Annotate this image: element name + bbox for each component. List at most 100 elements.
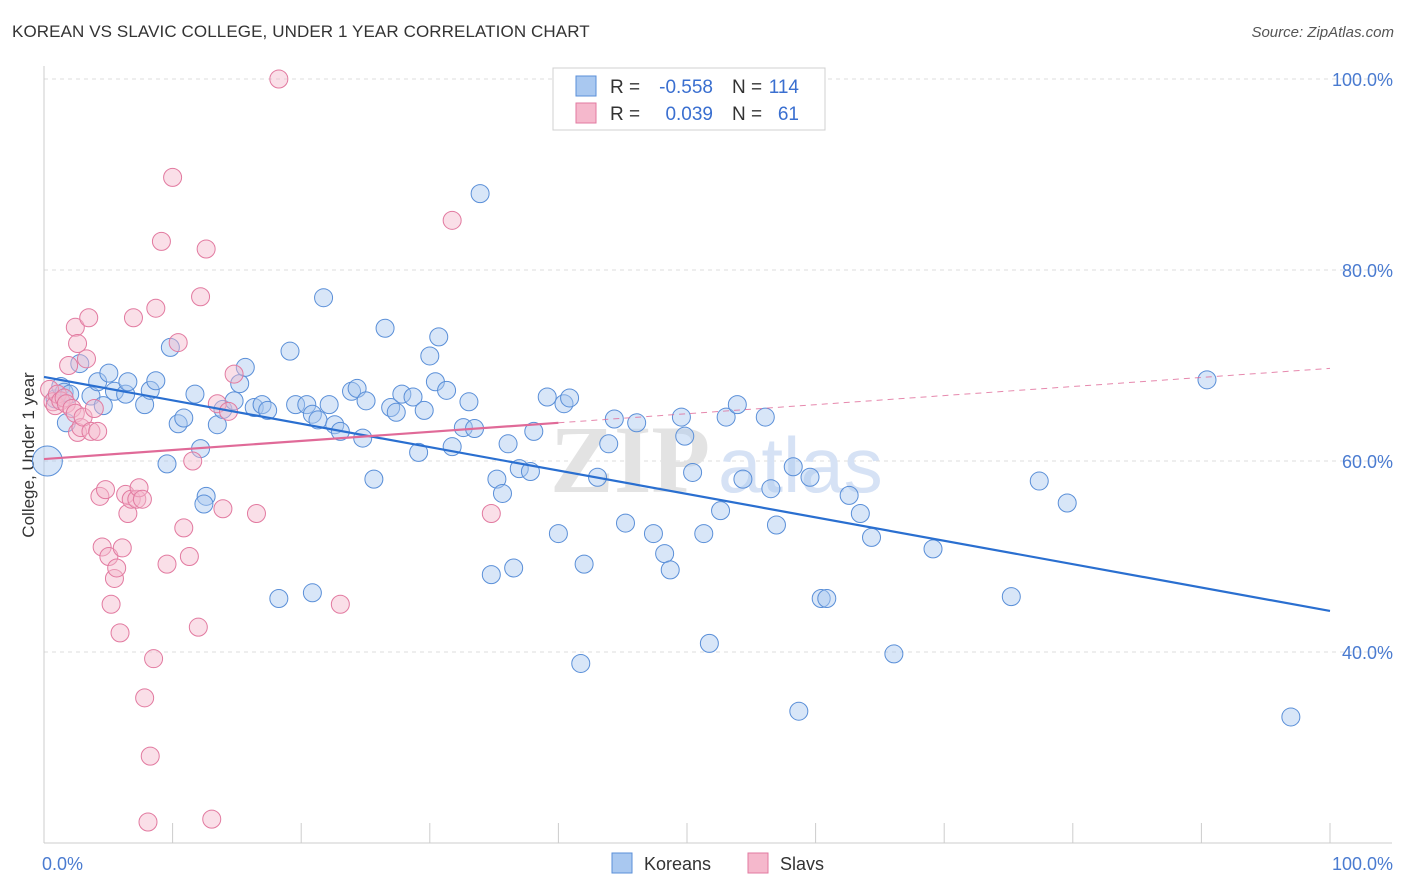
slav-point <box>132 489 152 509</box>
slav-point <box>157 554 177 574</box>
trend-lines <box>43 367 1331 613</box>
y-axis-title: College, Under 1 year <box>19 372 38 538</box>
slav-point <box>168 333 188 353</box>
x-tick-label-max: 100.0% <box>1332 854 1393 874</box>
korean-point <box>733 469 753 489</box>
slav-point <box>81 421 101 441</box>
korean-point <box>599 434 619 454</box>
watermark: ZIP atlas <box>550 406 883 513</box>
y-tick-label-40: 40.0% <box>1342 643 1393 663</box>
legend-box <box>552 67 826 131</box>
korean-point <box>524 421 544 441</box>
korean-point <box>699 633 719 653</box>
korean-point <box>492 483 512 503</box>
korean-point <box>923 539 943 559</box>
slav-point <box>123 308 143 328</box>
korean-point <box>429 327 449 347</box>
korean-point <box>280 341 300 361</box>
slav-point <box>188 617 208 637</box>
korean-point <box>319 395 339 415</box>
korean-point <box>99 363 119 383</box>
korean-point <box>1001 587 1021 607</box>
korean-point <box>297 395 317 415</box>
legend-n-label-1: N = <box>732 77 762 98</box>
slav-point <box>129 478 149 498</box>
korean-point <box>392 384 412 404</box>
series-legend: Koreans Slavs <box>611 852 824 874</box>
legend-r-label-2: R = <box>610 104 640 125</box>
slav-point <box>481 504 501 524</box>
koreans-swatch <box>575 75 597 97</box>
axes <box>43 66 1392 844</box>
slav-point <box>174 518 194 538</box>
korean-point <box>235 357 255 377</box>
slav-point <box>51 391 71 411</box>
slav-point <box>246 504 266 524</box>
slav-point <box>330 594 350 614</box>
koreans-points <box>31 184 1301 727</box>
korean-point <box>862 527 882 547</box>
korean-point <box>31 445 63 477</box>
korean-point <box>574 554 594 574</box>
korean-point <box>660 560 680 580</box>
korean-point <box>364 469 384 489</box>
korean-point <box>671 407 691 427</box>
slav-point <box>151 231 171 251</box>
slavs-swatch <box>575 102 597 124</box>
slav-point <box>110 623 130 643</box>
korean-point <box>755 407 775 427</box>
korean-point <box>498 434 518 454</box>
korean-point <box>118 372 138 392</box>
korean-point <box>1029 471 1049 491</box>
korean-point <box>375 318 395 338</box>
korean-point <box>414 400 434 420</box>
slav-point <box>99 547 119 566</box>
korean-point <box>342 381 362 401</box>
korean-point <box>675 426 695 446</box>
korean-point <box>655 544 675 564</box>
slav-point <box>140 746 160 766</box>
koreans-trend-line <box>43 375 1331 613</box>
grid-lines <box>44 78 1392 653</box>
korean-point <box>252 395 272 415</box>
korean-point <box>386 402 406 422</box>
slav-point <box>183 451 203 471</box>
korean-point <box>302 404 322 424</box>
korean-point <box>420 346 440 366</box>
korean-point <box>789 701 809 721</box>
korean-point <box>185 384 205 404</box>
korean-point <box>627 413 647 433</box>
korean-point <box>403 387 423 407</box>
legend-n-value-2: 61 <box>778 104 799 125</box>
korean-point <box>548 524 568 544</box>
slav-point <box>101 594 121 614</box>
korean-point <box>727 395 747 415</box>
korean-point <box>839 485 859 505</box>
korean-point <box>850 504 870 524</box>
x-tick-label-min: 0.0% <box>42 854 83 874</box>
korean-point <box>761 479 781 499</box>
slav-point <box>138 812 158 832</box>
slav-point <box>59 356 79 375</box>
korean-point <box>1197 370 1217 390</box>
slav-point <box>442 210 462 230</box>
slav-point <box>68 334 88 354</box>
korean-point <box>615 513 635 533</box>
slavs-points <box>40 69 501 832</box>
slav-point <box>179 547 199 566</box>
korean-point <box>194 494 214 514</box>
korean-point <box>314 288 334 308</box>
slav-point <box>127 489 147 509</box>
korean-point <box>694 524 714 544</box>
slav-point <box>92 537 112 557</box>
korean-point <box>1281 707 1301 727</box>
slav-point <box>202 809 222 829</box>
korean-point <box>146 371 166 391</box>
slav-point <box>196 239 216 259</box>
watermark-zip: ZIP <box>550 406 710 513</box>
legend-r-value-1: -0.558 <box>659 77 713 98</box>
chart-title: KOREAN VS SLAVIC COLLEGE, UNDER 1 YEAR C… <box>12 22 590 41</box>
korean-point <box>258 400 278 420</box>
korean-point <box>817 589 837 609</box>
korean-point <box>783 457 803 477</box>
